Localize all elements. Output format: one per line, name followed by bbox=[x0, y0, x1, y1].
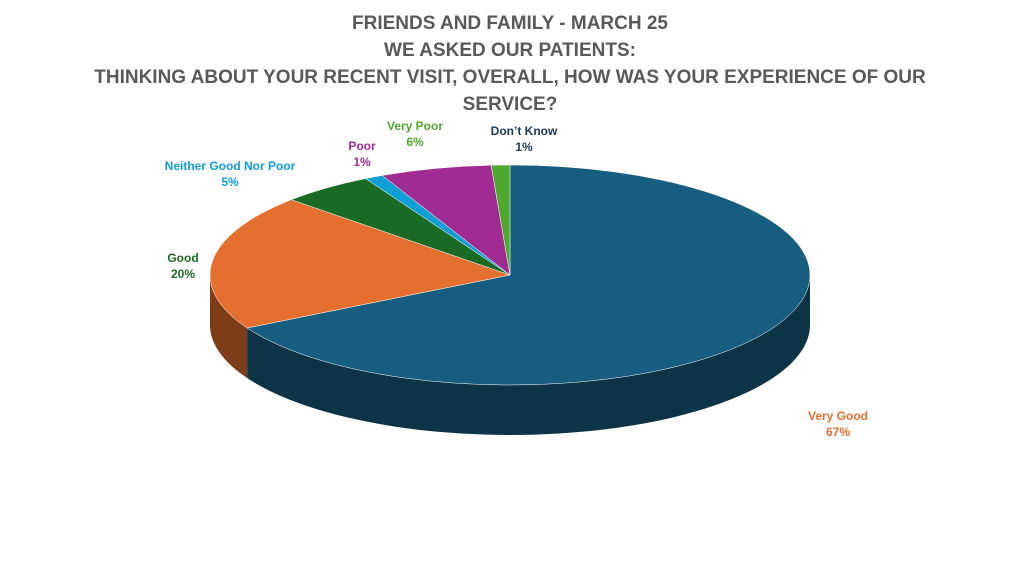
slice bbox=[246, 164, 811, 386]
slice-side bbox=[210, 275, 248, 378]
title-line: FRIENDS AND FAMILY - MARCH 25 bbox=[352, 13, 668, 34]
title-line: WE ASKED OUR PATIENTS: bbox=[384, 40, 636, 61]
slice-side bbox=[247, 275, 810, 435]
label-name: Good bbox=[167, 251, 198, 265]
data-label: Good 20% bbox=[167, 251, 198, 281]
slice bbox=[490, 164, 511, 276]
label-value: 1% bbox=[515, 140, 533, 154]
data-label: Very Poor 6% bbox=[387, 119, 443, 149]
label-value: 20% bbox=[171, 267, 195, 281]
label-value: 5% bbox=[221, 175, 239, 189]
title-line: THINKING ABOUT YOUR RECENT VISIT, OVERAL… bbox=[94, 67, 926, 115]
label-name: Neither Good Nor Poor bbox=[165, 159, 296, 173]
label-name: Very Poor bbox=[387, 119, 443, 133]
data-label: Very Good 67% bbox=[808, 409, 868, 439]
data-label: Poor 1% bbox=[348, 139, 376, 169]
chart-title: FRIENDS AND FAMILY - MARCH 25 WE ASKED O… bbox=[90, 10, 930, 118]
label-name: Poor bbox=[348, 139, 376, 153]
data-label: Don’t Know 1% bbox=[491, 124, 558, 154]
data-label: Neither Good Nor Poor 5% bbox=[165, 159, 296, 189]
label-value: 67% bbox=[826, 425, 850, 439]
label-name: Very Good bbox=[808, 409, 868, 423]
label-value: 1% bbox=[353, 155, 371, 169]
slice bbox=[209, 199, 511, 329]
label-name: Don’t Know bbox=[491, 124, 558, 138]
label-value: 6% bbox=[406, 135, 424, 149]
